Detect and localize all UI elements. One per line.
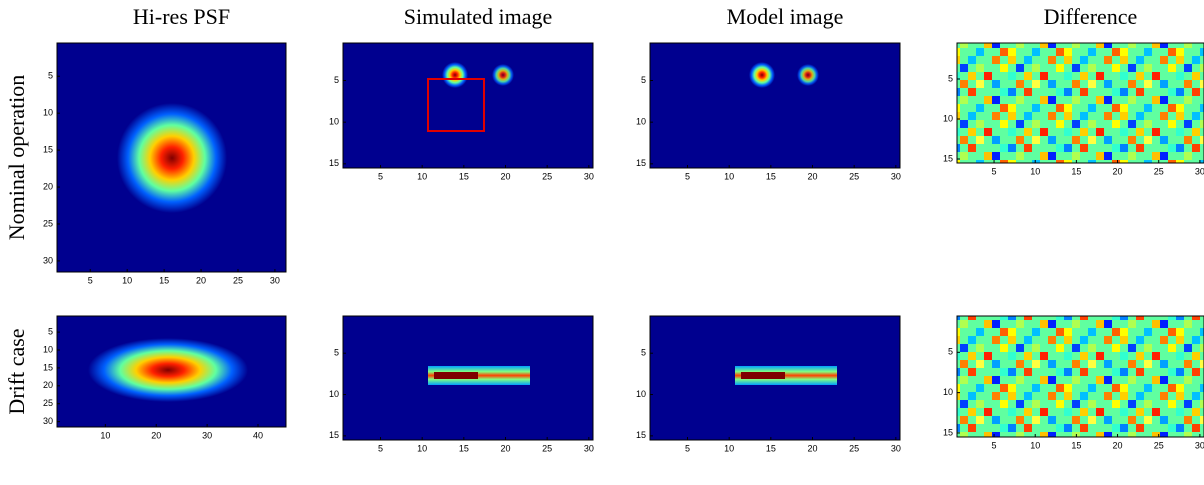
x-tick-label: 20: [151, 430, 161, 440]
y-tick-label: 5: [641, 348, 646, 358]
x-tick-label: 20: [500, 171, 510, 181]
x-tick-label: 20: [807, 171, 817, 181]
x-tick-label: 15: [459, 171, 469, 181]
x-tick-label: 10: [724, 171, 734, 181]
x-tick-label: 15: [1071, 440, 1081, 450]
y-tick-label: 20: [43, 181, 53, 191]
y-tick-label: 5: [948, 73, 953, 83]
x-tick-label: 20: [196, 275, 206, 285]
x-tick-label: 10: [724, 443, 734, 453]
blob: [749, 62, 775, 88]
x-tick-label: 25: [849, 171, 859, 181]
x-tick-label: 5: [378, 443, 383, 453]
y-tick-label: 15: [329, 430, 339, 440]
column-title: Hi-res PSF: [133, 4, 230, 29]
y-tick-label: 10: [329, 117, 339, 127]
y-tick-label: 20: [43, 380, 53, 390]
x-tick-label: 10: [417, 171, 427, 181]
streak-core: [741, 372, 785, 379]
x-tick-label: 30: [202, 430, 212, 440]
x-tick-label: 5: [378, 171, 383, 181]
images: [57, 43, 1204, 440]
x-tick-label: 25: [1154, 440, 1164, 450]
streak-core: [434, 372, 478, 379]
y-tick-label: 30: [43, 255, 53, 265]
x-tick-label: 30: [584, 443, 594, 453]
x-tick-label: 30: [584, 171, 594, 181]
column-title: Difference: [1044, 4, 1138, 29]
x-tick-label: 5: [685, 443, 690, 453]
image: [957, 43, 1204, 163]
y-tick-label: 5: [334, 75, 339, 85]
y-tick-label: 5: [48, 71, 53, 81]
image: [957, 316, 1204, 437]
x-tick-label: 10: [1030, 440, 1040, 450]
y-tick-label: 15: [943, 427, 953, 437]
x-tick-label: 25: [1154, 166, 1164, 176]
x-tick-label: 30: [891, 443, 901, 453]
figure: Hi-res PSF Nominal operation 5 10 15 20 25 30 5 1…: [0, 0, 1204, 485]
x-tick-label: 10: [417, 443, 427, 453]
x-tick-label: 30: [1195, 440, 1204, 450]
image: [650, 43, 900, 168]
y-tick-label: 10: [43, 344, 53, 354]
y-tick-label: 15: [43, 362, 53, 372]
x-tick-label: 5: [685, 171, 690, 181]
blob: [117, 103, 227, 213]
y-tick-label: 25: [43, 398, 53, 408]
x-tick-label: 30: [270, 275, 280, 285]
blob: [797, 64, 819, 86]
x-tick-label: 15: [1071, 166, 1081, 176]
blob: [442, 62, 468, 88]
y-tick-label: 25: [43, 218, 53, 228]
x-tick-label: 10: [122, 275, 132, 285]
y-tick-label: 10: [636, 117, 646, 127]
y-tick-label: 10: [329, 389, 339, 399]
x-tick-label: 5: [88, 275, 93, 285]
blob: [492, 64, 514, 86]
y-tick-label: 10: [636, 389, 646, 399]
image: [343, 43, 593, 168]
y-tick-label: 15: [43, 144, 53, 154]
row-label: Nominal operation: [4, 75, 29, 241]
y-tick-label: 5: [641, 75, 646, 85]
x-tick-label: 25: [233, 275, 243, 285]
x-tick-label: 20: [1113, 440, 1123, 450]
y-tick-label: 30: [43, 416, 53, 426]
x-tick-label: 5: [992, 440, 997, 450]
x-tick-label: 10: [100, 430, 110, 440]
x-tick-label: 10: [1030, 166, 1040, 176]
y-tick-label: 15: [329, 158, 339, 168]
y-tick-label: 15: [636, 430, 646, 440]
x-tick-label: 40: [253, 430, 263, 440]
x-tick-label: 20: [500, 443, 510, 453]
x-tick-label: 25: [849, 443, 859, 453]
blob: [88, 338, 248, 402]
y-tick-label: 15: [943, 153, 953, 163]
y-tick-label: 5: [48, 326, 53, 336]
x-tick-label: 15: [159, 275, 169, 285]
y-tick-label: 10: [943, 387, 953, 397]
x-tick-label: 30: [1195, 166, 1204, 176]
x-tick-label: 25: [542, 171, 552, 181]
x-tick-label: 30: [891, 171, 901, 181]
x-tick-label: 20: [1113, 166, 1123, 176]
x-tick-label: 25: [542, 443, 552, 453]
column-title: Simulated image: [404, 4, 552, 29]
column-title: Model image: [727, 4, 844, 29]
row-label: Drift case: [4, 328, 29, 414]
x-tick-label: 15: [766, 171, 776, 181]
x-tick-label: 15: [766, 443, 776, 453]
y-tick-label: 5: [334, 348, 339, 358]
y-tick-label: 15: [636, 158, 646, 168]
y-tick-label: 5: [948, 347, 953, 357]
y-tick-label: 10: [943, 113, 953, 123]
x-tick-label: 15: [459, 443, 469, 453]
x-tick-label: 20: [807, 443, 817, 453]
y-tick-label: 10: [43, 108, 53, 118]
x-tick-label: 5: [992, 166, 997, 176]
